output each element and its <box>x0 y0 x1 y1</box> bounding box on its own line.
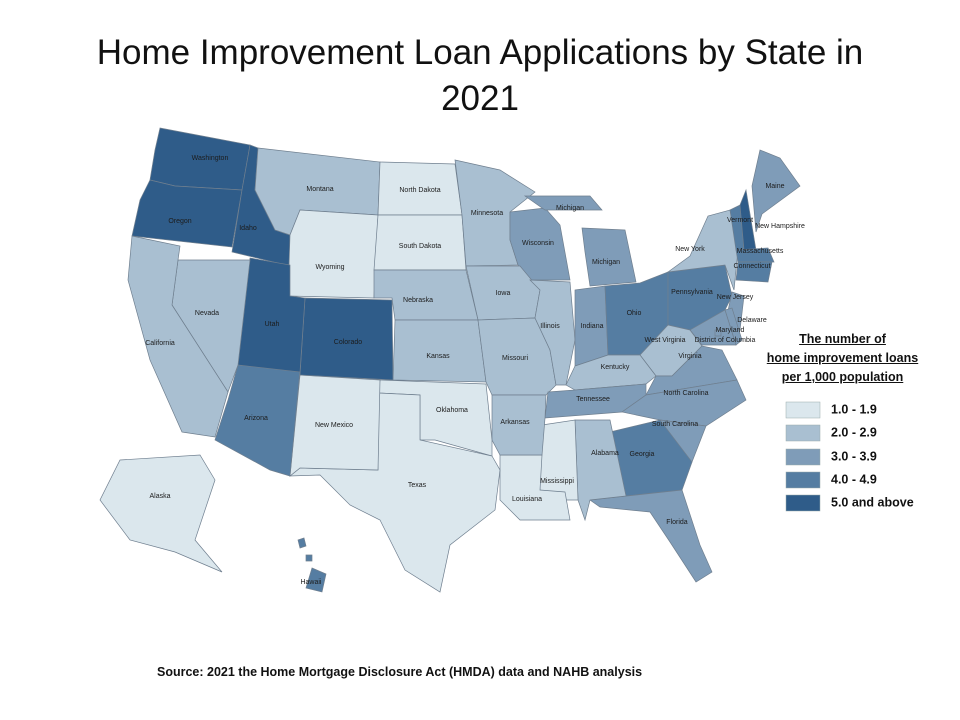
state-label: Connecticut <box>734 263 771 270</box>
state-label: Ohio <box>627 310 642 317</box>
state-label: Mississippi <box>540 478 574 485</box>
state-shape <box>305 567 327 593</box>
legend-label: 3.0 - 3.9 <box>831 449 877 463</box>
state-label: Kansas <box>426 353 450 360</box>
state-label: Arizona <box>244 415 268 422</box>
state-label: Tennessee <box>576 396 610 403</box>
state-label: New Mexico <box>315 422 353 429</box>
legend-swatch <box>785 471 821 489</box>
state-shape <box>127 235 229 438</box>
state-label: New Hampshire <box>755 223 805 230</box>
legend-swatch <box>785 494 821 512</box>
state-label: Virginia <box>678 353 701 360</box>
state-label: District of Columbia <box>695 337 756 344</box>
state-shape <box>499 454 571 521</box>
state-label: Michigan <box>592 259 620 266</box>
legend-swatch <box>785 401 821 419</box>
state-label: Maine <box>765 183 784 190</box>
state-shape <box>539 419 579 501</box>
legend-label: 2.0 - 2.9 <box>831 425 877 439</box>
legend-title-line: The number of <box>799 332 886 346</box>
state-label: Vermont <box>727 217 753 224</box>
legend-label: 4.0 - 4.9 <box>831 472 877 486</box>
legend-title-line: home improvement loans <box>766 351 919 365</box>
state-label: Oregon <box>168 218 191 225</box>
legend-label: 5.0 and above <box>831 495 914 509</box>
state-label: Delaware <box>737 317 767 324</box>
legend-swatch <box>785 448 821 466</box>
state-shape <box>714 329 722 337</box>
source-note: Source: 2021 the Home Mortgage Disclosur… <box>157 665 643 679</box>
state-label: Idaho <box>239 225 257 232</box>
state-label: Alabama <box>591 450 619 457</box>
state-label: Kentucky <box>601 364 630 371</box>
state-label: Montana <box>306 186 333 193</box>
state-shape <box>305 554 313 562</box>
state-shape <box>529 279 576 386</box>
state-label: Florida <box>666 519 688 526</box>
state-label: Hawaii <box>300 579 321 586</box>
state-shape <box>392 319 487 383</box>
state-shape <box>581 227 637 287</box>
state-label: New Jersey <box>717 294 754 301</box>
state-label: Washington <box>192 155 229 162</box>
state-label: South Dakota <box>399 243 442 250</box>
state-label: Iowa <box>496 290 511 297</box>
state-label: Alaska <box>149 493 170 500</box>
state-label: Nevada <box>195 310 219 317</box>
legend-label: 1.0 - 1.9 <box>831 402 877 416</box>
state-label: Massachusetts <box>737 248 784 255</box>
state-label: New York <box>675 246 705 253</box>
state-shape <box>689 309 737 346</box>
state-shape <box>735 247 775 263</box>
state-shape <box>589 489 713 583</box>
state-label: Missouri <box>502 355 529 362</box>
state-label: Nebraska <box>403 297 433 304</box>
state-label: Michigan <box>556 205 584 212</box>
map-title: Home Improvement Loan Applications by St… <box>96 33 864 118</box>
state-label: Texas <box>408 482 427 489</box>
state-label: North Carolina <box>663 390 708 397</box>
state-label: Wyoming <box>315 264 344 271</box>
state-shape <box>735 261 773 283</box>
state-label: Colorado <box>334 339 363 346</box>
state-label: Louisiana <box>512 496 542 503</box>
legend-title: The number of home improvement loans per… <box>750 330 935 387</box>
legend-title-line: per 1,000 population <box>781 370 904 384</box>
state-label: Wisconsin <box>522 240 554 247</box>
state-shape <box>297 537 307 549</box>
state-label: West Virginia <box>645 337 686 344</box>
state-shape <box>523 195 603 211</box>
state-shape <box>287 209 379 299</box>
state-label: Georgia <box>630 451 655 458</box>
state-shape <box>99 454 223 573</box>
state-label: Arkansas <box>500 419 530 426</box>
state-label: North Dakota <box>399 187 440 194</box>
state-label: South Carolina <box>652 421 698 428</box>
state-label: Pennsylvania <box>671 289 713 296</box>
state-shape <box>751 149 801 233</box>
state-shape <box>131 179 243 248</box>
state-label: Minnesota <box>471 210 503 217</box>
state-shape <box>509 207 571 281</box>
legend-swatch <box>785 424 821 442</box>
state-label: Oklahoma <box>436 407 468 414</box>
state-label: Maryland <box>716 327 745 334</box>
state-label: California <box>145 340 175 347</box>
state-label: Utah <box>265 321 280 328</box>
state-label: Indiana <box>581 323 604 330</box>
state-label: Illinois <box>540 323 560 330</box>
